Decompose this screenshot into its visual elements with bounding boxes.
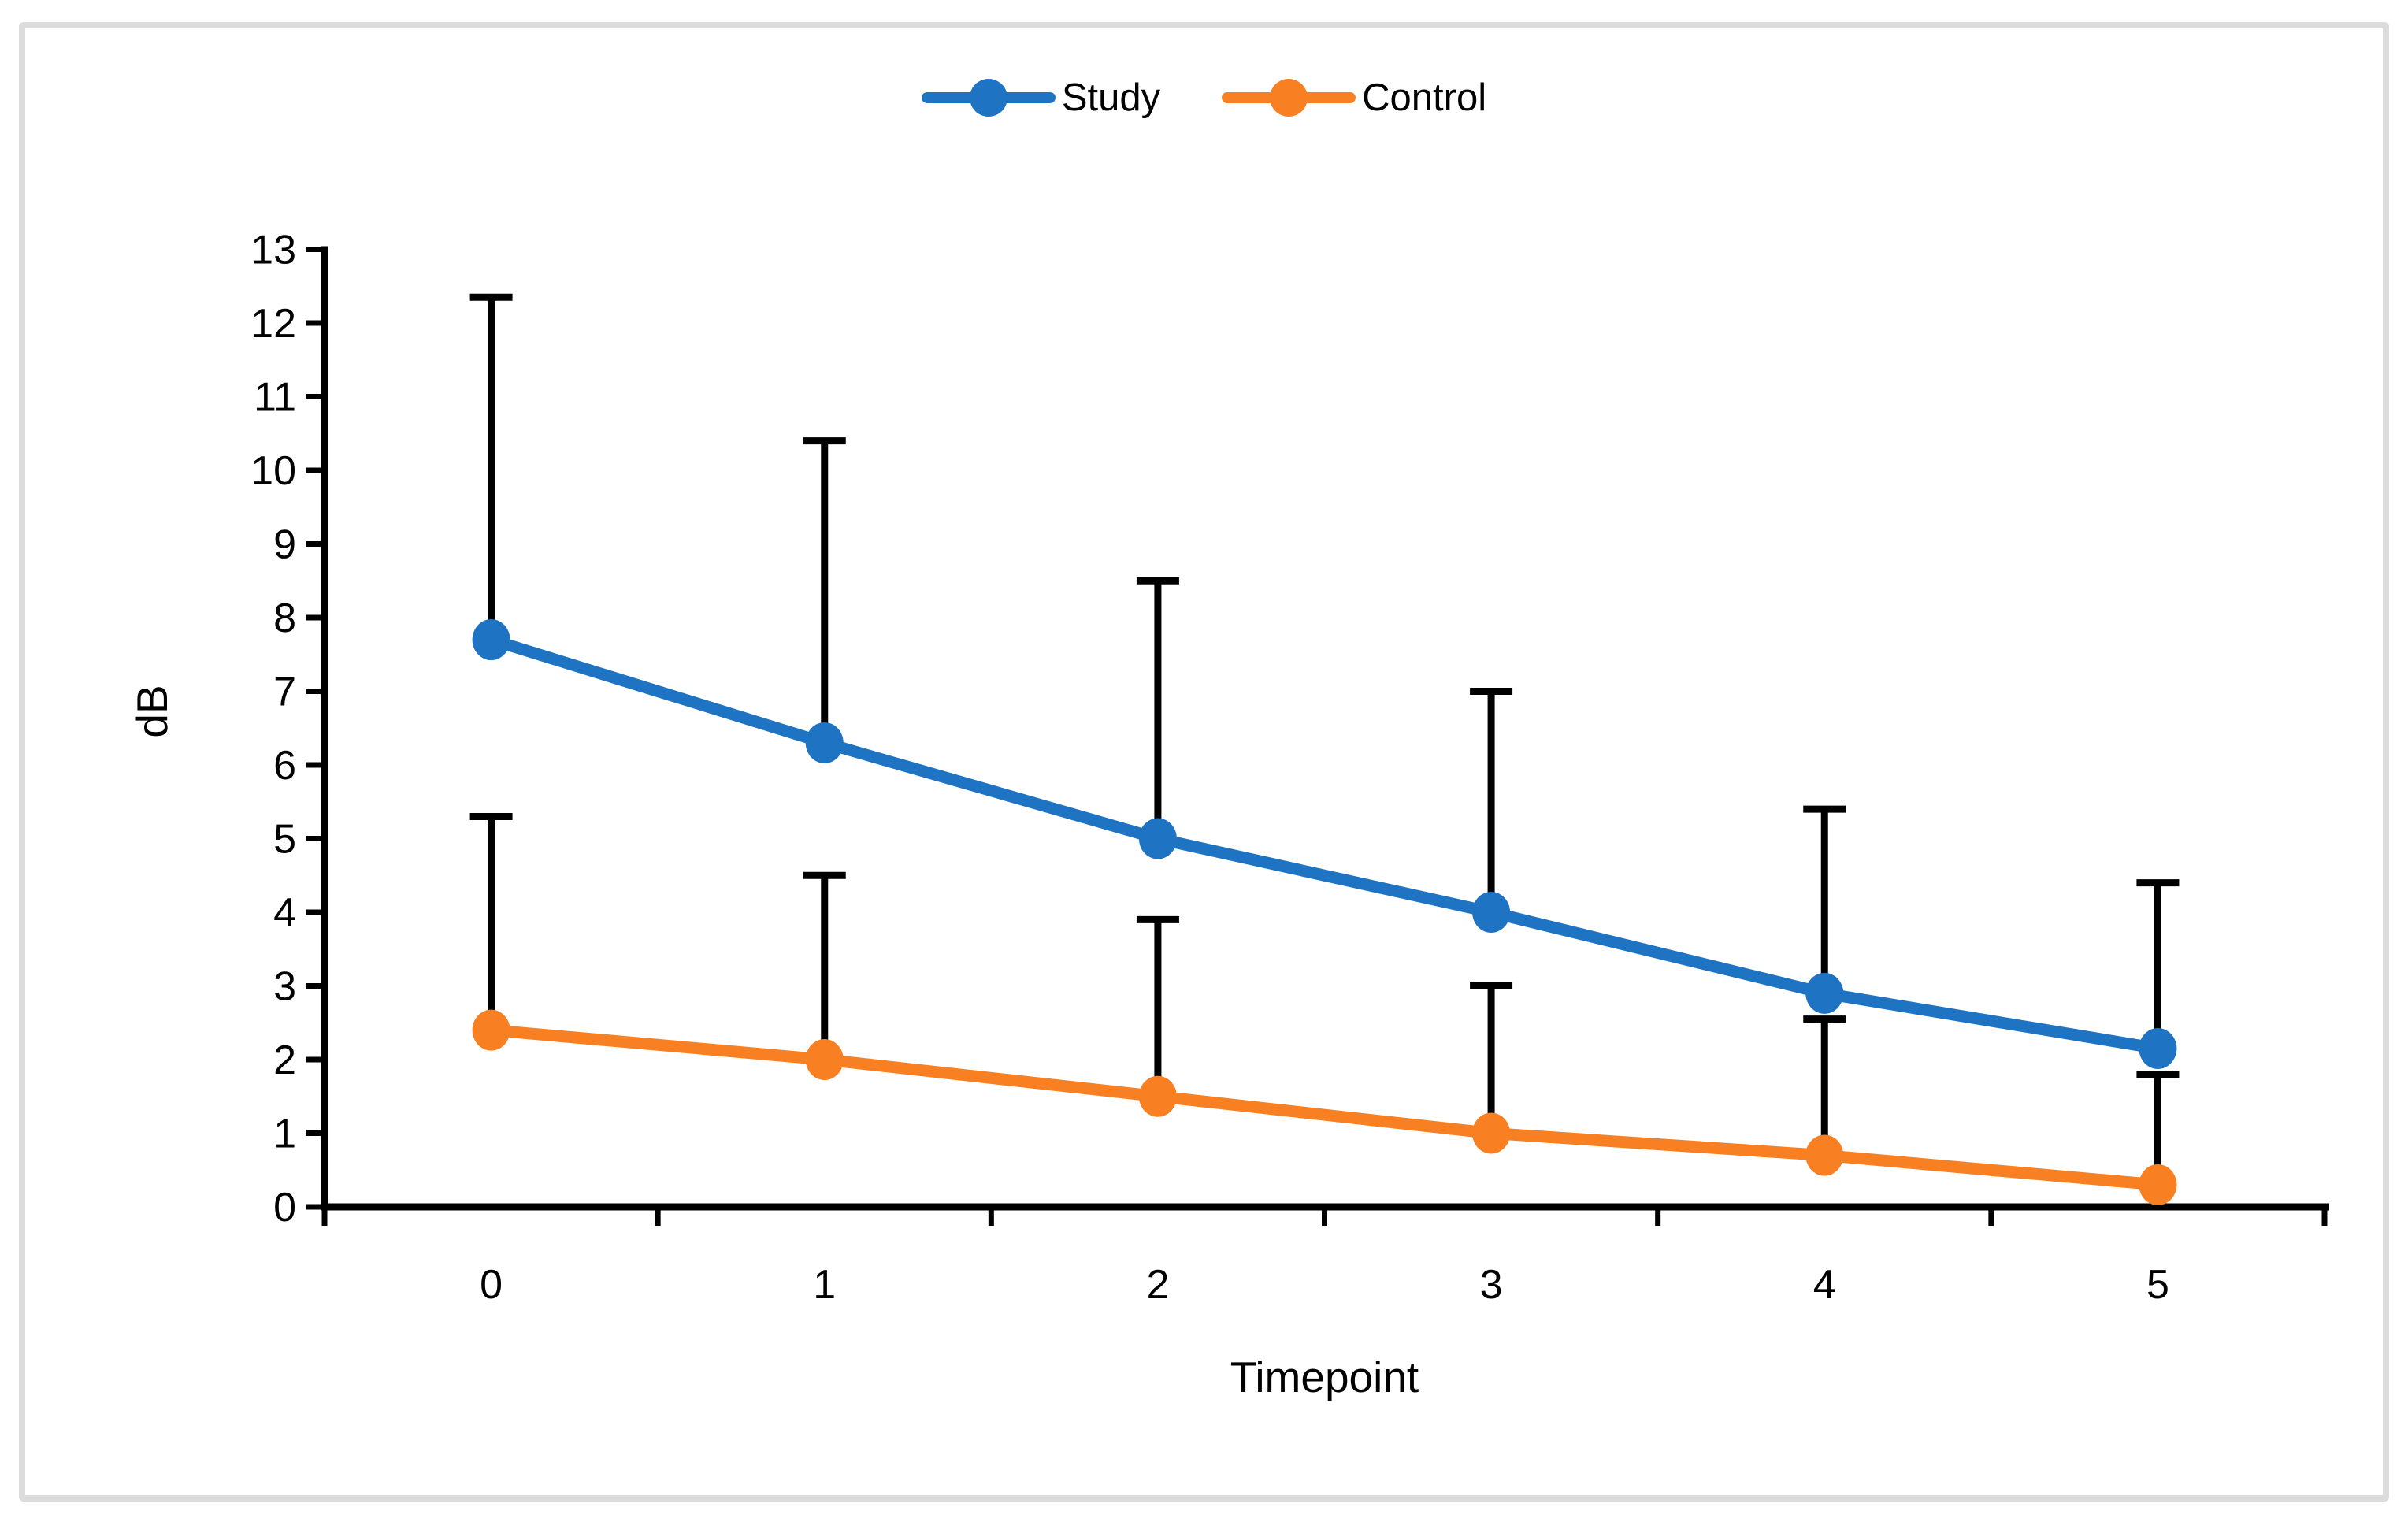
legend-dot-icon [969, 79, 1007, 117]
y-tick-label: 10 [250, 448, 296, 494]
y-tick-label: 4 [273, 890, 296, 936]
series-marker-control [1138, 1075, 1177, 1117]
legend-item-study: Study [921, 76, 1161, 120]
series-marker-study [1138, 818, 1177, 859]
y-tick-label: 6 [273, 743, 296, 789]
y-tick-label: 11 [254, 375, 296, 421]
series-marker-control [2139, 1164, 2177, 1205]
series-line-control [485, 1024, 2164, 1191]
x-tick-label: 1 [813, 1262, 836, 1308]
y-axis-title: dB [128, 685, 176, 738]
x-tick-label: 2 [1146, 1262, 1169, 1308]
series-marker-study [472, 619, 510, 661]
series-marker-control [1805, 1134, 1844, 1176]
y-tick-label: 5 [273, 817, 296, 863]
y-tick-label: 8 [273, 596, 296, 641]
y-tick-label: 2 [273, 1038, 296, 1083]
y-tick-label: 13 [250, 228, 296, 273]
series-marker-study [1472, 892, 1511, 933]
legend-dot-icon [1270, 79, 1308, 117]
legend-label: Control [1362, 76, 1487, 119]
legend-marker-icon [1222, 76, 1356, 120]
x-tick-label: 3 [1480, 1262, 1503, 1308]
series-marker-control [1472, 1112, 1511, 1154]
y-tick-label: 9 [273, 522, 296, 568]
legend: Study Control [0, 76, 2408, 120]
series-marker-control [805, 1039, 844, 1080]
legend-label: Study [1061, 76, 1161, 119]
series-line-study [485, 633, 2164, 1055]
series-marker-study [2139, 1027, 2177, 1069]
y-tick-label: 3 [273, 964, 296, 1010]
series-marker-control [472, 1009, 510, 1051]
y-tick-label: 1 [273, 1112, 296, 1157]
y-tick-label: 7 [273, 670, 296, 715]
chart-border-frame [19, 22, 2389, 1502]
y-tick-label: 12 [250, 301, 296, 347]
legend-marker-icon [921, 76, 1056, 120]
x-tick-label: 0 [480, 1262, 503, 1308]
x-axis-title: Timepoint [1230, 1353, 1419, 1401]
legend-item-control: Control [1222, 76, 1486, 120]
series-marker-study [1805, 972, 1844, 1014]
x-tick-label: 5 [2146, 1262, 2169, 1308]
series-marker-study [805, 722, 844, 763]
x-tick-label: 4 [1813, 1262, 1836, 1308]
y-tick-label: 0 [273, 1185, 296, 1231]
